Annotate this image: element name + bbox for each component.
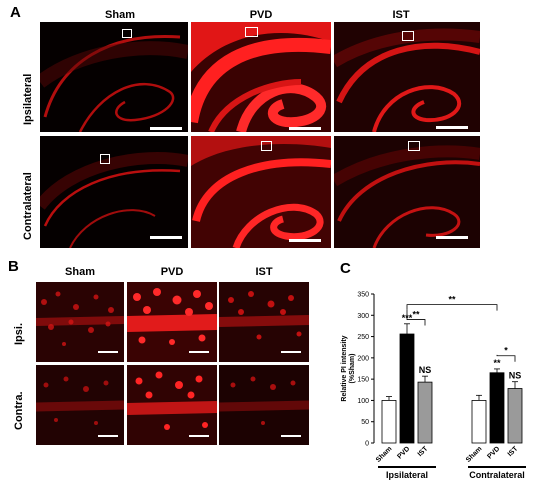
y-tick-label: 350 xyxy=(357,292,369,299)
panel-b-col-sham: Sham xyxy=(65,266,95,278)
significance-label: NS xyxy=(419,365,432,375)
scale-bar xyxy=(289,127,321,130)
roi-box xyxy=(261,141,272,151)
y-tick-label: 100 xyxy=(357,398,369,405)
panel-c-letter: C xyxy=(340,260,351,277)
panel-a-col-sham: Sham xyxy=(105,9,135,21)
scale-bar xyxy=(436,236,468,239)
panel-b-letter: B xyxy=(8,258,19,275)
micrograph-a-contra-pvd xyxy=(191,136,331,248)
bar xyxy=(381,400,397,444)
panel-a-col-ist: IST xyxy=(392,9,410,21)
scale-bar xyxy=(281,351,301,353)
micrograph-b-ipsi-pvd xyxy=(127,282,217,362)
category-label: PVD xyxy=(486,445,501,460)
category-label: Sham xyxy=(465,445,483,463)
micrograph-a-ipsi-pvd xyxy=(191,22,331,132)
scale-bar xyxy=(98,351,118,353)
group-label: Ipsilateral xyxy=(386,470,428,480)
bar xyxy=(417,381,433,444)
panel-b-col-ist: IST xyxy=(255,266,273,278)
y-axis-label: (%Sham) xyxy=(349,354,356,384)
category-label: IST xyxy=(507,445,520,458)
bar xyxy=(507,388,523,444)
scale-bar xyxy=(98,435,118,437)
micrograph-b-contra-sham xyxy=(36,365,124,445)
panel-a-row-ipsilateral: Ipsilateral xyxy=(22,73,34,125)
roi-box xyxy=(408,141,420,151)
bar xyxy=(471,400,487,444)
panel-a-col-pvd: PVD xyxy=(249,9,273,21)
significance-label: NS xyxy=(509,371,522,381)
category-label: PVD xyxy=(396,445,411,460)
group-label: Contralateral xyxy=(469,470,525,480)
category-label: Sham xyxy=(375,445,393,463)
scale-bar xyxy=(289,239,321,242)
scale-bar xyxy=(150,127,182,130)
bar xyxy=(399,333,415,444)
y-tick-label: 200 xyxy=(357,355,369,362)
panel-a-row-contralateral: Contralateral xyxy=(22,172,34,240)
y-tick-label: 50 xyxy=(361,419,369,426)
comparison-label: * xyxy=(504,346,508,356)
comparison-bracket xyxy=(406,304,498,311)
scale-bar xyxy=(281,435,301,437)
panel-b-row-ipsi: Ipsi. xyxy=(13,322,25,345)
roi-box xyxy=(245,27,258,37)
scale-bar xyxy=(189,435,209,437)
roi-box xyxy=(100,154,110,164)
y-tick-label: 300 xyxy=(357,313,369,320)
roi-box xyxy=(122,29,132,38)
roi-box xyxy=(402,31,414,41)
comparison-label: ** xyxy=(412,310,420,320)
bar xyxy=(489,372,505,444)
panel-b-col-pvd: PVD xyxy=(160,266,184,278)
panel-b-row-contra: Contra. xyxy=(13,391,25,431)
significance-label: ** xyxy=(493,358,501,368)
comparison-label: ** xyxy=(448,295,456,305)
comparison-bracket xyxy=(496,354,516,362)
micrograph-b-ipsi-sham xyxy=(36,282,124,362)
panel-a-letter: A xyxy=(10,4,21,21)
y-tick-label: 150 xyxy=(357,377,369,384)
y-tick-label: 250 xyxy=(357,334,369,341)
micrograph-a-ipsi-sham xyxy=(40,22,188,132)
scale-bar xyxy=(150,236,182,239)
micrograph-a-contra-sham xyxy=(40,136,188,248)
scale-bar xyxy=(436,126,468,129)
comparison-bracket xyxy=(406,309,426,326)
micrograph-a-contra-ist xyxy=(334,136,480,248)
category-label: IST xyxy=(417,445,430,458)
bar-chart: 0 50 100 150 200 250 300 350 Relative PI intensi… xyxy=(341,292,526,480)
micrograph-b-contra-ist xyxy=(219,365,309,445)
micrograph-a-ipsi-ist xyxy=(334,22,480,132)
y-tick-label: 0 xyxy=(365,441,369,448)
y-axis-label: Relative PI intensity xyxy=(341,335,348,401)
scale-bar xyxy=(189,351,209,353)
micrograph-b-ipsi-ist xyxy=(219,282,309,362)
micrograph-b-contra-pvd xyxy=(127,365,217,445)
